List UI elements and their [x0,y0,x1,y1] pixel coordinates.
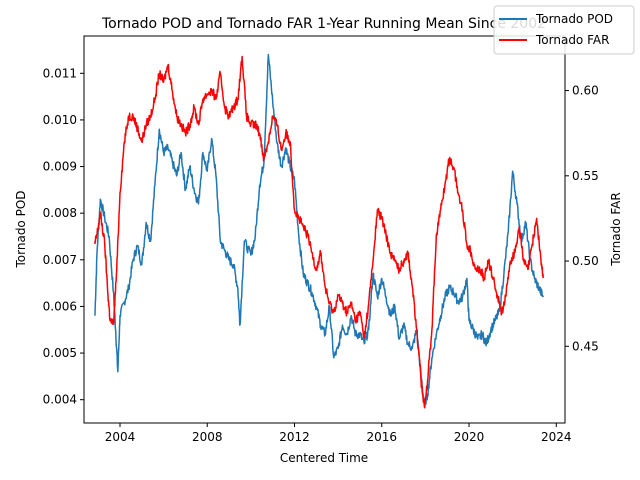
y-right-tick-label-2: 0.55 [572,169,599,183]
y-left-tick-label-4: 0.008 [43,206,77,220]
chart-title: Tornado POD and Tornado FAR 1-Year Runni… [101,16,546,32]
x-tick-label-5: 2024 [541,430,572,444]
y-axis-right: 0.45 0.50 0.55 0.60 [565,84,599,353]
legend: Tornado POD Tornado FAR [493,5,635,55]
series-layer [94,53,544,409]
y-left-tick-label-7: 0.011 [43,66,77,80]
x-tick-label-2: 2012 [279,430,310,444]
y-axis-left-label: Tornado POD [14,190,28,268]
series-line-tornado-pod [94,53,544,406]
series-line-tornado-far [94,55,544,409]
x-tick-label-1: 2008 [192,430,223,444]
y-left-tick-label-5: 0.009 [43,160,77,174]
legend-label-far: Tornado FAR [535,33,609,47]
y-left-tick-label-0: 0.004 [43,393,77,407]
y-left-tick-label-2: 0.006 [43,299,77,313]
x-tick-label-0: 2004 [105,430,136,444]
x-tick-label-4: 2020 [454,430,485,444]
y-left-tick-label-3: 0.007 [43,253,77,267]
x-axis: 2004 2008 2012 2016 2020 2024 [105,423,572,444]
legend-frame [493,5,635,55]
y-right-tick-label-3: 0.60 [572,84,599,98]
x-tick-label-3: 2016 [366,430,397,444]
y-axis-left: 0.004 0.005 0.006 0.007 0.008 0.009 0.010 0.011 [43,66,84,407]
y-axis-right-label: Tornado FAR [609,192,623,266]
y-left-tick-label-1: 0.005 [43,346,77,360]
x-axis-label: Centered Time [280,451,368,465]
y-left-tick-label-6: 0.010 [43,113,77,127]
y-right-tick-label-1: 0.50 [572,254,599,268]
plot-frame [83,35,566,424]
legend-label-pod: Tornado POD [535,12,613,26]
plot-area [94,53,544,409]
y-right-tick-label-0: 0.45 [572,339,599,353]
